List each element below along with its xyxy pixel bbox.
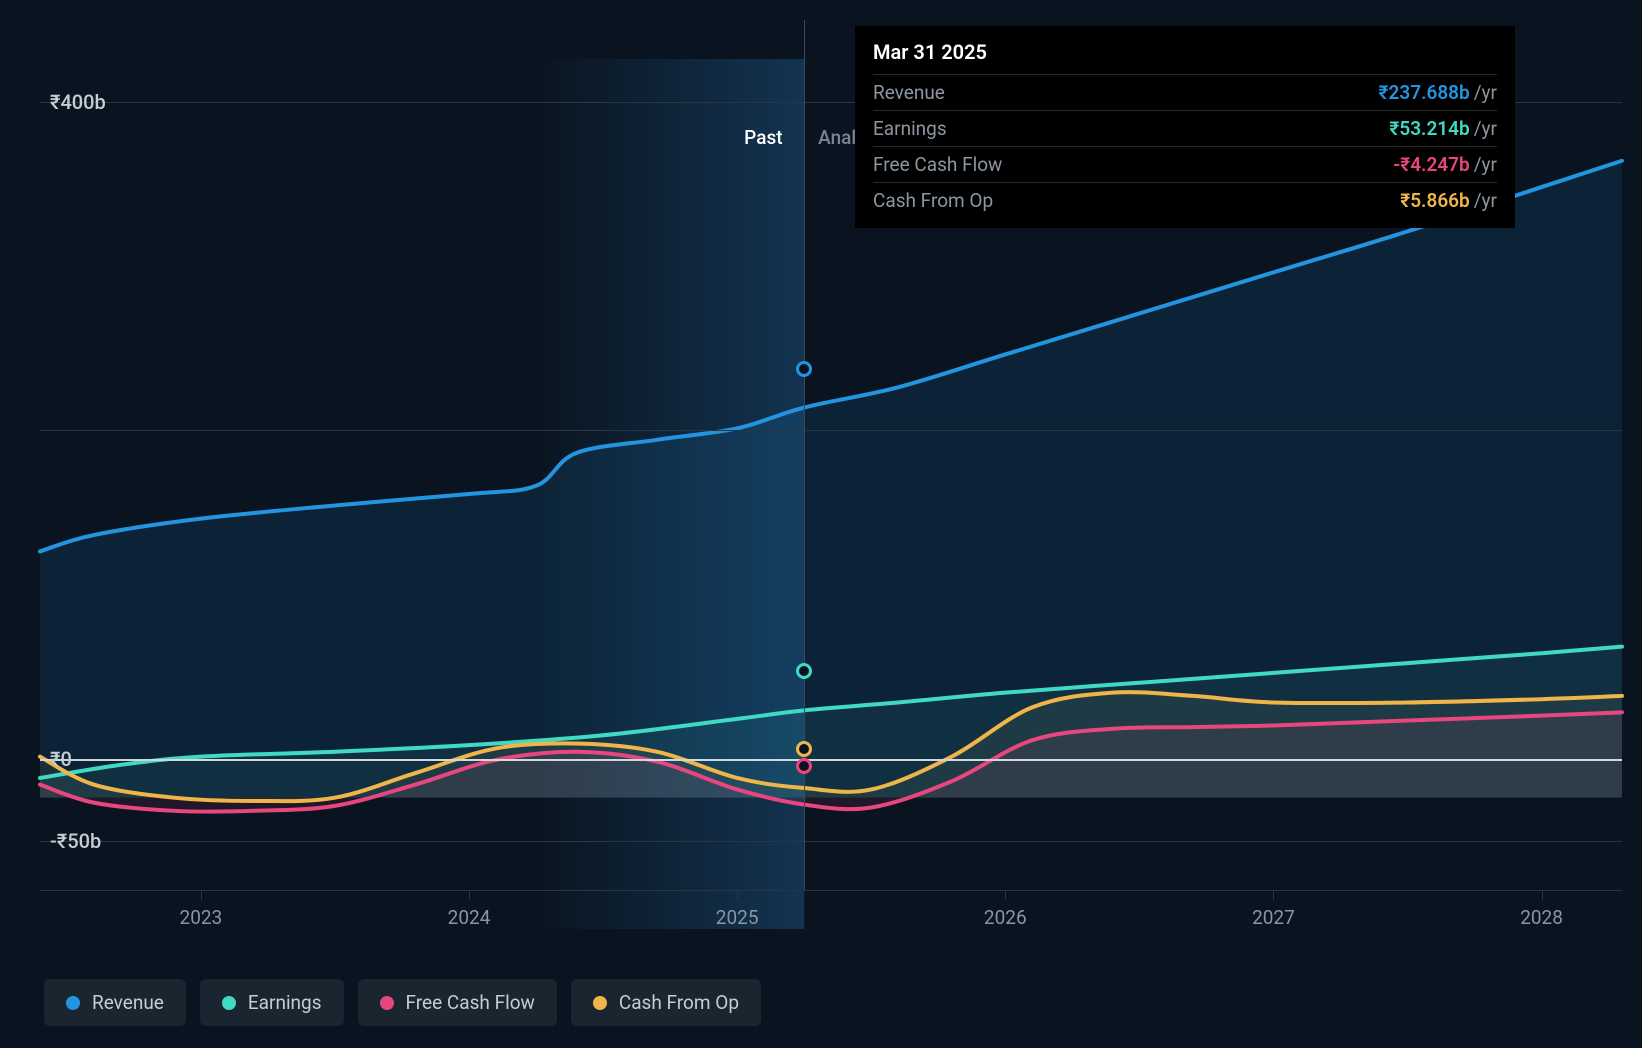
legend-dot-icon xyxy=(380,996,394,1010)
x-axis-tick xyxy=(1005,890,1006,900)
gridline xyxy=(40,841,1622,842)
tooltip-series-value: ₹53.214b xyxy=(1389,117,1469,140)
x-axis-label: 2027 xyxy=(1252,906,1295,929)
legend-label: Earnings xyxy=(248,991,322,1014)
y-axis-label: -₹50b xyxy=(50,829,101,853)
gridline xyxy=(40,430,1622,431)
tooltip-unit: /yr xyxy=(1474,153,1497,176)
legend-dot-icon xyxy=(222,996,236,1010)
tooltip-unit: /yr xyxy=(1474,81,1497,104)
x-axis-tick xyxy=(1542,890,1543,900)
tooltip-unit: /yr xyxy=(1474,117,1497,140)
legend-item-cfo[interactable]: Cash From Op xyxy=(571,979,761,1026)
y-axis-label: ₹0 xyxy=(50,747,72,771)
x-axis-tick xyxy=(469,890,470,900)
tooltip-series-value: -₹4.247b xyxy=(1393,153,1469,176)
legend-item-revenue[interactable]: Revenue xyxy=(44,979,186,1026)
legend-item-earnings[interactable]: Earnings xyxy=(200,979,344,1026)
x-axis-tick xyxy=(201,890,202,900)
tooltip-series-value: ₹237.688b xyxy=(1379,81,1470,104)
y-axis-label: ₹400b xyxy=(50,90,106,114)
tooltip-unit: /yr xyxy=(1474,189,1497,212)
series-marker-revenue xyxy=(796,361,812,377)
chart-container: ₹400b ₹0 -₹50b 2023 2024 2025 2026 2027 2028 Past… xyxy=(0,0,1642,1048)
gridline xyxy=(40,759,1622,761)
legend-label: Cash From Op xyxy=(619,991,739,1014)
legend-dot-icon xyxy=(593,996,607,1010)
tooltip-series-name: Revenue xyxy=(873,81,945,104)
series-marker-cfo xyxy=(796,741,812,757)
tooltip-series-name: Cash From Op xyxy=(873,189,993,212)
x-axis-label: 2023 xyxy=(180,906,223,929)
x-axis-label: 2028 xyxy=(1520,906,1563,929)
tooltip-series-value: ₹5.866b xyxy=(1400,189,1469,212)
tooltip: Mar 31 2025 Revenue ₹237.688b/yr Earnings ₹5… xyxy=(855,26,1515,228)
tooltip-row-revenue: Revenue ₹237.688b/yr xyxy=(873,75,1497,111)
tooltip-series-name: Free Cash Flow xyxy=(873,153,1002,176)
tooltip-row-cfo: Cash From Op ₹5.866b/yr xyxy=(873,183,1497,218)
tooltip-date: Mar 31 2025 xyxy=(873,40,1497,75)
legend-dot-icon xyxy=(66,996,80,1010)
series-marker-fcf xyxy=(796,758,812,774)
x-axis-tick xyxy=(1273,890,1274,900)
series-marker-earnings xyxy=(796,663,812,679)
x-axis-line xyxy=(40,890,1622,891)
legend-label: Revenue xyxy=(92,991,164,1014)
legend-label: Free Cash Flow xyxy=(406,991,535,1014)
x-axis-tick xyxy=(737,890,738,900)
x-axis-label: 2025 xyxy=(716,906,759,929)
tooltip-series-name: Earnings xyxy=(873,117,947,140)
past-label: Past xyxy=(744,126,782,149)
legend: Revenue Earnings Free Cash Flow Cash From O… xyxy=(44,979,761,1026)
legend-item-fcf[interactable]: Free Cash Flow xyxy=(358,979,557,1026)
x-axis-label: 2024 xyxy=(448,906,491,929)
tooltip-row-earnings: Earnings ₹53.214b/yr xyxy=(873,111,1497,147)
x-axis-label: 2026 xyxy=(984,906,1027,929)
tooltip-row-fcf: Free Cash Flow -₹4.247b/yr xyxy=(873,147,1497,183)
